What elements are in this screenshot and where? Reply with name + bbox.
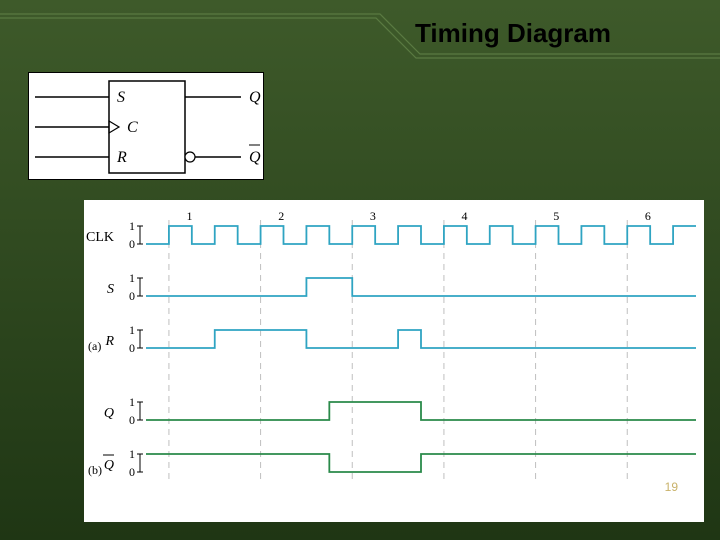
svg-text:(a): (a) — [88, 339, 101, 353]
svg-text:0: 0 — [129, 289, 135, 303]
svg-text:CLK: CLK — [86, 230, 114, 245]
svg-text:1: 1 — [129, 323, 135, 337]
svg-text:6: 6 — [645, 209, 651, 223]
slide-root: Timing Diagram SCRQQ 123456CLK10S10R10(a… — [0, 0, 720, 540]
svg-text:C: C — [127, 119, 138, 136]
svg-text:0: 0 — [129, 341, 135, 355]
svg-text:1: 1 — [129, 219, 135, 233]
flipflop-diagram: SCR Q Q — [29, 73, 265, 181]
svg-text:1: 1 — [129, 395, 135, 409]
svg-text:1: 1 — [187, 209, 193, 223]
svg-text:2: 2 — [278, 209, 284, 223]
svg-text:(b): (b) — [88, 463, 102, 477]
svg-text:R: R — [116, 149, 127, 166]
svg-text:0: 0 — [129, 413, 135, 427]
svg-text:S: S — [117, 89, 125, 106]
svg-text:4: 4 — [462, 209, 468, 223]
svg-text:Q: Q — [104, 458, 114, 473]
page-title: Timing Diagram — [415, 18, 611, 49]
svg-text:3: 3 — [370, 209, 376, 223]
svg-text:Q: Q — [249, 149, 261, 166]
page-number: 19 — [665, 480, 678, 494]
flipflop-panel: SCR Q Q — [28, 72, 264, 180]
svg-text:R: R — [104, 334, 114, 349]
svg-text:5: 5 — [553, 209, 559, 223]
svg-text:1: 1 — [129, 447, 135, 461]
svg-text:Q: Q — [104, 406, 114, 421]
svg-text:0: 0 — [129, 465, 135, 479]
title-text: Timing Diagram — [415, 18, 611, 48]
timing-diagram: 1 2 3 4 5 6 CLK 1 0 S 1 0 R 1 0 (a) Q 1 0 Q 1 0 (b) — [84, 200, 704, 522]
svg-text:Q: Q — [249, 89, 261, 106]
svg-text:1: 1 — [129, 271, 135, 285]
svg-text:S: S — [107, 282, 114, 297]
timing-panel: 1 2 3 4 5 6 CLK 1 0 S 1 0 R 1 0 (a) Q 1 0 Q 1 0 (b) — [84, 200, 704, 522]
svg-text:0: 0 — [129, 237, 135, 251]
